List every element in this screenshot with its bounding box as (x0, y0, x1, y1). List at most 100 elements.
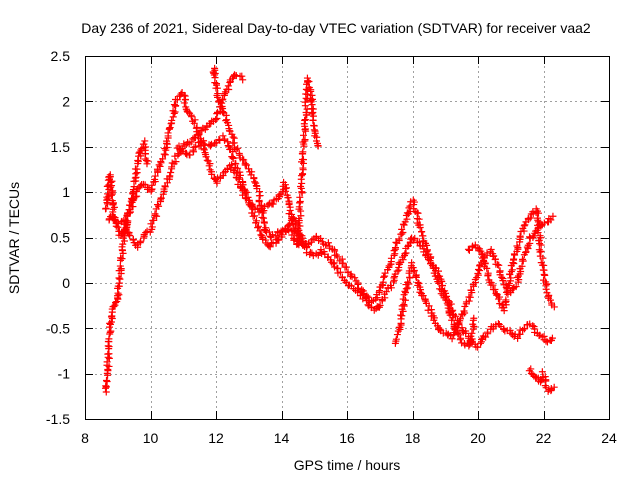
data-point (363, 297, 371, 305)
y-axis-label: SDTVAR / TECUs (6, 182, 22, 294)
y-tick-label: 1.5 (51, 139, 71, 155)
data-point (143, 227, 151, 235)
data-point (402, 289, 410, 297)
data-point (452, 312, 460, 320)
data-point (213, 110, 221, 118)
data-point (224, 82, 232, 90)
data-point (223, 116, 231, 124)
data-point (102, 377, 110, 385)
data-point (296, 193, 304, 201)
x-axis-label: GPS time / hours (294, 457, 401, 473)
x-tick-label: 16 (339, 430, 355, 446)
data-point (438, 282, 446, 290)
data-point (470, 314, 478, 322)
data-point (514, 334, 522, 342)
data-point (129, 203, 137, 211)
data-point (235, 174, 243, 182)
data-point (390, 274, 398, 282)
data-point (107, 327, 115, 335)
data-point (484, 272, 492, 280)
series-track-g (464, 205, 558, 315)
data-point (535, 209, 543, 217)
data-point (207, 141, 215, 149)
data-point (192, 143, 200, 151)
data-point (414, 209, 422, 217)
data-point (171, 152, 179, 160)
data-point (214, 93, 222, 101)
data-point (397, 311, 405, 319)
data-point (304, 77, 312, 85)
data-point (251, 212, 259, 220)
data-point (502, 296, 510, 304)
data-point (468, 329, 476, 337)
data-point (212, 116, 220, 124)
data-point (272, 232, 280, 240)
data-point (108, 190, 116, 198)
data-point (333, 264, 341, 272)
y-tick-label: 2 (62, 93, 70, 109)
data-point (299, 148, 307, 156)
data-point (157, 194, 165, 202)
data-point (104, 350, 112, 358)
data-point (156, 162, 164, 170)
data-point (241, 187, 249, 195)
data-point (549, 212, 557, 220)
data-point (499, 277, 507, 285)
data-point (207, 140, 215, 148)
data-point (457, 334, 465, 342)
data-point (527, 365, 535, 373)
data-point (539, 254, 547, 262)
data-point (102, 383, 110, 391)
data-point (241, 160, 249, 168)
data-point (546, 296, 554, 304)
data-point (526, 233, 534, 241)
x-tick-label: 8 (81, 430, 89, 446)
data-point (393, 331, 401, 339)
data-point (102, 382, 110, 390)
data-point (225, 142, 233, 150)
data-point (540, 219, 548, 227)
data-point (456, 315, 464, 323)
series-track-f (391, 212, 557, 347)
data-point (453, 324, 461, 332)
data-point (139, 180, 147, 188)
data-point (464, 245, 472, 253)
data-point (177, 90, 185, 98)
data-point (507, 329, 515, 337)
data-point (483, 264, 491, 272)
data-point (163, 137, 171, 145)
data-point (136, 239, 144, 247)
data-point (494, 261, 502, 269)
data-point (249, 205, 257, 213)
data-point (254, 222, 262, 230)
y-tick-label: 0.5 (51, 230, 71, 246)
data-point (498, 273, 506, 281)
data-point (395, 235, 403, 243)
data-point (412, 273, 420, 281)
data-point (239, 76, 247, 84)
data-point (181, 95, 189, 103)
data-point (114, 219, 122, 227)
data-point (292, 220, 300, 228)
data-point (234, 144, 242, 152)
data-point (299, 164, 307, 172)
data-point (400, 221, 408, 229)
data-point (200, 140, 208, 148)
data-marks (101, 64, 558, 396)
data-point (542, 337, 550, 345)
data-point (305, 78, 313, 86)
data-point (186, 151, 194, 159)
data-point (260, 218, 268, 226)
data-point (202, 153, 210, 161)
data-point (465, 334, 473, 342)
data-point (329, 260, 337, 268)
data-point (484, 330, 492, 338)
data-point (239, 181, 247, 189)
data-point (336, 268, 344, 276)
data-point (228, 153, 236, 161)
data-point (221, 90, 229, 98)
data-point (170, 101, 178, 109)
data-point (466, 293, 474, 301)
data-point (494, 295, 502, 303)
data-point (427, 259, 435, 267)
